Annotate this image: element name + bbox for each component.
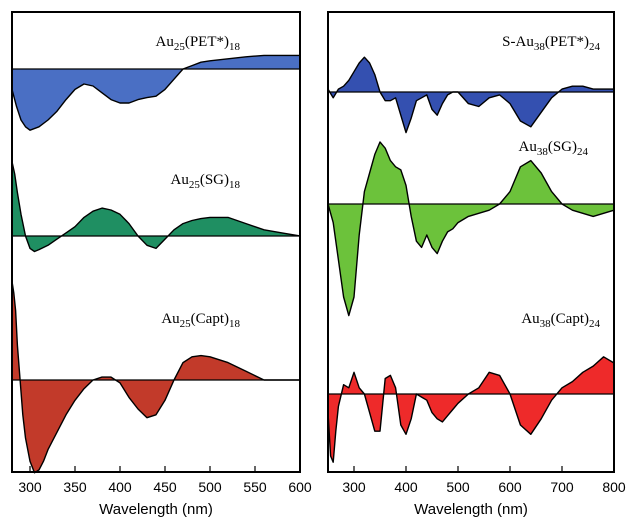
x-tick-label: 400 <box>108 479 132 495</box>
series-area <box>328 356 614 463</box>
x-tick-label: 300 <box>18 479 42 495</box>
series-line <box>327 56 614 134</box>
series-line <box>11 281 300 474</box>
series-area <box>12 281 300 473</box>
x-axis-label: Wavelength (nm) <box>414 501 528 518</box>
x-tick-label: 400 <box>394 479 418 495</box>
series-label: S-Au38(PET*)24 <box>502 34 600 53</box>
series-0: S-Au38(PET*)24 <box>327 34 614 134</box>
series-line <box>327 356 615 463</box>
x-tick-label: 600 <box>498 479 522 495</box>
series-0: Au25(PET*)18 <box>11 34 300 131</box>
series-label: Au25(Capt)18 <box>161 311 240 330</box>
series-label: Au38(SG)24 <box>518 139 588 158</box>
series-line <box>327 141 615 317</box>
series-area <box>328 142 614 316</box>
x-tick-label: 800 <box>602 479 626 495</box>
x-tick-label: 700 <box>550 479 574 495</box>
x-tick-label: 300 <box>342 479 366 495</box>
plot-frame <box>11 11 301 473</box>
x-tick-label: 500 <box>198 479 222 495</box>
x-tick-label: 450 <box>153 479 177 495</box>
x-tick-label: 550 <box>243 479 267 495</box>
series-label: Au25(SG)18 <box>170 172 240 191</box>
series-area <box>328 57 614 133</box>
left-panel: Au25(PET*)18 Au25(SG)18 Au25(Capt)18 300 350… <box>11 11 312 518</box>
x-tick-label: 350 <box>63 479 87 495</box>
series-1: Au25(SG)18 <box>11 161 301 253</box>
series-area <box>12 161 300 252</box>
x-tick-label: 500 <box>446 479 470 495</box>
plot-frame <box>327 11 615 473</box>
series-label: Au38(Capt)24 <box>521 311 600 330</box>
x-tick-label: 600 <box>288 479 312 495</box>
series-label: Au25(PET*)18 <box>155 34 240 53</box>
series-line <box>11 161 301 253</box>
right-panel: S-Au38(PET*)24 Au38(SG)24 Au38(Capt)24 300 4… <box>327 11 626 518</box>
series-line <box>11 54 300 131</box>
series-1: Au38(SG)24 <box>327 139 615 317</box>
series-area <box>12 55 300 131</box>
x-axis-label: Wavelength (nm) <box>99 501 213 518</box>
series-2: Au38(Capt)24 <box>327 311 615 463</box>
series-2: Au25(Capt)18 <box>11 281 300 474</box>
